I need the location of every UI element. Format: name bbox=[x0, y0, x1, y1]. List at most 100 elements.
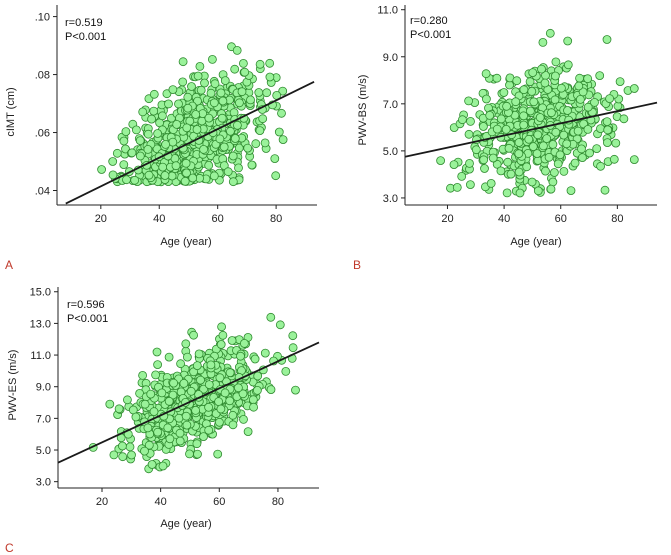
panel-a-point bbox=[265, 72, 275, 82]
panel-c-point bbox=[199, 432, 208, 442]
panel-c-point bbox=[140, 399, 150, 409]
panel-a-point bbox=[147, 114, 157, 124]
panel-b-regression-line bbox=[404, 101, 658, 158]
panel-b-point bbox=[522, 162, 532, 172]
panel-c-point bbox=[260, 348, 270, 358]
panel-b-point bbox=[541, 166, 550, 176]
panel-b-y-tick-label: 9.0 bbox=[383, 52, 398, 64]
panel-c-regression-line bbox=[57, 341, 320, 464]
panel-a-x-tick-label: 40 bbox=[153, 213, 165, 225]
panel-a-point bbox=[171, 161, 181, 171]
panel-c-x-ticks: 20 40 60 80 bbox=[96, 488, 284, 508]
panel-c-point bbox=[243, 427, 253, 437]
panel-a-y-ticks: .04 .06 .08 .10 bbox=[35, 12, 57, 198]
panel-b-point bbox=[465, 158, 474, 168]
panel-b-point bbox=[528, 68, 538, 77]
panel-a-point bbox=[180, 176, 190, 186]
panel-a-point bbox=[108, 170, 118, 180]
panel-a-point bbox=[270, 154, 280, 164]
panel-a-point bbox=[209, 98, 219, 108]
panel-a-point bbox=[247, 160, 257, 170]
panel-b-point bbox=[566, 186, 576, 196]
panel-a-point bbox=[196, 85, 206, 95]
panel-a-point bbox=[238, 59, 248, 68]
panel-b-point bbox=[574, 81, 584, 91]
panel-b-point bbox=[502, 101, 512, 111]
panel-c-point bbox=[214, 417, 224, 427]
panel-a-point bbox=[243, 143, 253, 153]
panel-a-point bbox=[265, 58, 275, 68]
panel-a-point bbox=[207, 55, 217, 64]
panel-c-point bbox=[196, 375, 205, 385]
panel-c-point bbox=[204, 402, 214, 412]
panel-a-point bbox=[97, 165, 106, 174]
panel-c-p-value: P<0.001 bbox=[67, 313, 108, 325]
panel-b-x-tick-label: 80 bbox=[611, 213, 623, 225]
panel-a-y-tick-label: .06 bbox=[35, 128, 50, 140]
panel-a-point bbox=[149, 89, 159, 99]
panel-a-point bbox=[161, 139, 171, 149]
panel-b-point bbox=[602, 35, 612, 44]
panel-c-point bbox=[169, 378, 179, 388]
panel-c-point bbox=[192, 361, 202, 371]
panel-b-point bbox=[471, 145, 481, 155]
panel-b-point bbox=[449, 160, 459, 170]
panel-c-point bbox=[266, 312, 276, 322]
panel-b-x-tick-label: 20 bbox=[441, 213, 453, 225]
panel-b-p-value: P<0.001 bbox=[410, 29, 451, 41]
panel-b-point bbox=[511, 97, 521, 107]
panel-b-point bbox=[537, 64, 546, 74]
panel-b-point bbox=[496, 114, 506, 124]
panel-c-point bbox=[176, 359, 186, 369]
panel-b-point bbox=[563, 36, 573, 46]
panel-a-point bbox=[230, 64, 240, 74]
panel-b-point bbox=[551, 127, 561, 137]
panel-b-point bbox=[492, 159, 502, 169]
panel-a-point bbox=[191, 110, 201, 119]
panel-c-y-tick-label: 9.0 bbox=[36, 382, 51, 394]
panel-a-point bbox=[178, 77, 188, 87]
panel-a-letter: A bbox=[5, 258, 13, 272]
panel-a-point bbox=[254, 88, 264, 97]
panel-a-point bbox=[112, 148, 122, 158]
panel-c-point bbox=[149, 407, 159, 417]
panel-a-point bbox=[168, 85, 178, 94]
panel-b-point bbox=[527, 177, 537, 187]
panel-a-point bbox=[187, 82, 196, 91]
panel-c-point bbox=[140, 446, 149, 456]
panel-c-point bbox=[193, 449, 202, 459]
panel-a-point bbox=[240, 67, 250, 77]
panel-b-point bbox=[533, 130, 543, 140]
panel-b-y-axis-label: PWV-BS (m/s) bbox=[357, 75, 369, 146]
panel-b-point bbox=[602, 117, 612, 126]
panel-a-point bbox=[108, 157, 118, 166]
panel-b-point bbox=[514, 149, 524, 159]
panel-a-point bbox=[234, 98, 244, 108]
panel-a-point bbox=[174, 99, 183, 109]
panel-b-point bbox=[503, 157, 513, 167]
panel-b-y-tick-label: 5.0 bbox=[383, 146, 398, 158]
panel-a-point bbox=[210, 79, 220, 89]
panel-b-point bbox=[457, 171, 467, 181]
panel-b-point bbox=[559, 130, 569, 140]
panel-a-point bbox=[144, 170, 154, 180]
panel-b-point bbox=[481, 94, 491, 104]
panel-b-point bbox=[555, 150, 565, 160]
panel-a-y-tick-label: .04 bbox=[35, 186, 50, 198]
panel-c-point bbox=[217, 322, 227, 332]
panel-b-point bbox=[578, 153, 587, 163]
panel-b-point bbox=[609, 154, 619, 164]
panel-c-point bbox=[218, 330, 228, 340]
panel-b-point bbox=[563, 60, 573, 70]
panel-a-x-axis-label: Age (year) bbox=[160, 236, 211, 248]
panel-c-point bbox=[228, 420, 238, 430]
panel-c-point bbox=[125, 442, 135, 452]
panel-b-point bbox=[603, 138, 612, 148]
panel-a-point bbox=[232, 120, 242, 130]
panel-b-point bbox=[548, 140, 558, 149]
panel-a-x-tick-label: 60 bbox=[212, 213, 224, 225]
panel-a-point bbox=[278, 86, 288, 96]
panel-a-point bbox=[209, 171, 219, 181]
panel-c-point bbox=[233, 383, 243, 393]
panel-b-point bbox=[529, 97, 539, 107]
